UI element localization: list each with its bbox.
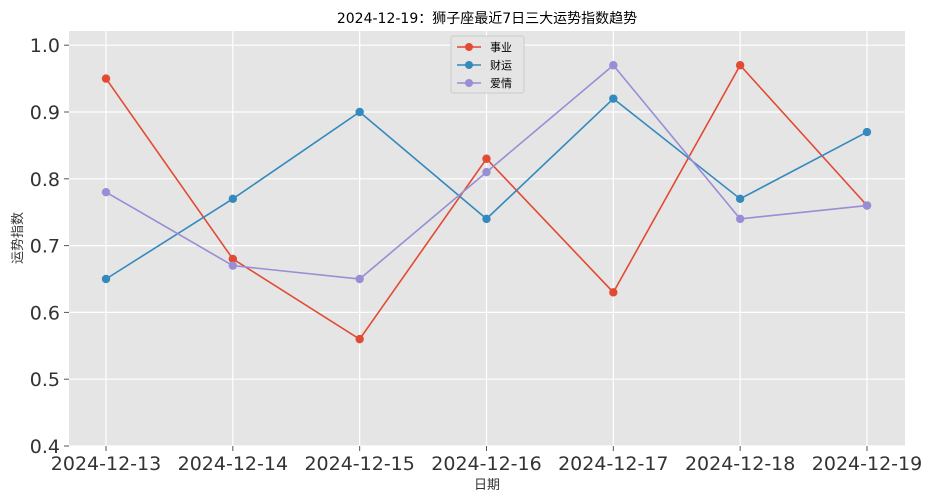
x-tick-label: 2024-12-18 bbox=[685, 453, 795, 475]
y-tick-label: 0.9 bbox=[30, 102, 60, 124]
data-point-1 bbox=[101, 274, 111, 284]
data-point-0 bbox=[101, 74, 111, 83]
legend-label-2: 爱情 bbox=[490, 77, 512, 90]
chart-title: 2024-12-19：狮子座最近7日三大运势指数趋势 bbox=[337, 11, 637, 27]
y-tick-label: 0.6 bbox=[30, 302, 60, 324]
y-axis-title: 运势指数 bbox=[10, 212, 26, 264]
y-tick-label: 0.7 bbox=[30, 236, 60, 258]
data-point-0 bbox=[482, 154, 491, 163]
data-point-0 bbox=[355, 334, 364, 344]
data-point-1 bbox=[735, 194, 745, 204]
legend-label-0: 事业 bbox=[490, 41, 512, 54]
data-point-1 bbox=[228, 194, 238, 204]
legend-marker-2 bbox=[465, 79, 473, 87]
x-tick-label: 2024-12-16 bbox=[431, 453, 541, 475]
x-tick-label: 2024-12-13 bbox=[51, 453, 161, 475]
data-point-0 bbox=[609, 288, 618, 297]
data-point-2 bbox=[101, 187, 111, 197]
legend-marker-1 bbox=[465, 61, 473, 69]
y-tick-label: 0.4 bbox=[30, 436, 60, 458]
y-tick-label: 1.0 bbox=[30, 35, 60, 57]
x-axis-title: 日期 bbox=[474, 478, 500, 493]
x-tick-label: 2024-12-17 bbox=[558, 453, 668, 475]
data-point-1 bbox=[862, 127, 872, 137]
data-point-2 bbox=[735, 214, 745, 224]
data-point-2 bbox=[609, 61, 618, 70]
y-tick-label: 0.5 bbox=[30, 369, 60, 391]
x-tick-label: 2024-12-19 bbox=[812, 453, 922, 475]
data-point-0 bbox=[735, 61, 745, 70]
legend-marker-0 bbox=[465, 43, 473, 51]
legend-label-1: 财运 bbox=[490, 58, 512, 72]
x-tick-label: 2024-12-15 bbox=[304, 453, 414, 475]
data-point-1 bbox=[355, 107, 364, 117]
data-point-1 bbox=[609, 94, 618, 103]
y-tick-label: 0.8 bbox=[30, 169, 60, 191]
data-point-1 bbox=[482, 214, 491, 224]
data-point-2 bbox=[862, 201, 872, 210]
data-point-2 bbox=[355, 274, 364, 284]
x-tick-label: 2024-12-14 bbox=[178, 453, 288, 475]
axis-ticks: 0.4 0.5 0.6 0.7 0.8 0.9 1.0 2024-12-13 2024-12-1… bbox=[30, 35, 922, 475]
data-point-2 bbox=[482, 167, 491, 177]
data-point-2 bbox=[228, 261, 238, 270]
grid-lines bbox=[69, 31, 905, 447]
series-lines bbox=[101, 61, 872, 344]
data-point-0 bbox=[228, 254, 238, 264]
